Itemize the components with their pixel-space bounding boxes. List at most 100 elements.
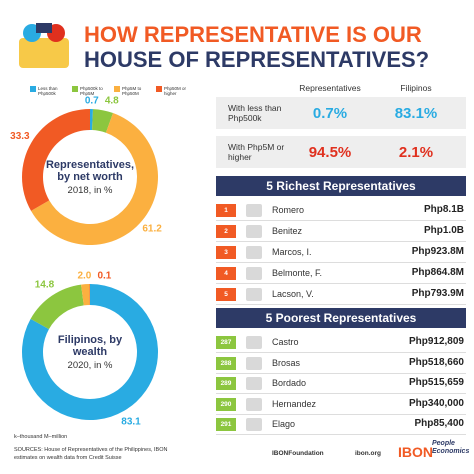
rank-badge: 288 bbox=[216, 356, 236, 370]
net-worth: Php793.9M bbox=[411, 288, 464, 299]
representative-name: Benitez bbox=[272, 226, 303, 236]
rank-badge: 2 bbox=[216, 225, 236, 238]
net-worth: Php8.1B bbox=[423, 204, 464, 215]
donut-segment bbox=[81, 284, 90, 306]
party-icon bbox=[246, 356, 262, 370]
list-row: 1 Romero Php8.1B bbox=[216, 202, 466, 221]
representative-name: Lacson, V. bbox=[272, 289, 314, 299]
legend-label: Php5M to Php50M bbox=[122, 86, 142, 96]
cell-value: 2.1% bbox=[398, 144, 434, 161]
brand: IBON bbox=[398, 444, 433, 460]
party-icon bbox=[246, 377, 262, 390]
donut-subtitle: 2020, in % bbox=[67, 360, 113, 371]
donut-title: Representatives, by net worth bbox=[45, 159, 135, 183]
list-row: 291 Elago Php85,400 bbox=[216, 416, 466, 435]
cell-value: 83.1% bbox=[394, 105, 438, 122]
section-header: 5 Richest Representatives bbox=[216, 176, 466, 196]
comparison-row: With Php5M or higher 94.5% 2.1% bbox=[216, 136, 466, 168]
net-worth: Php518,660 bbox=[408, 356, 464, 368]
tagline: People Economics bbox=[432, 440, 470, 455]
net-worth: Php515,659 bbox=[408, 377, 464, 388]
party-icon bbox=[246, 397, 262, 411]
data-label: 14.8 bbox=[35, 280, 55, 291]
units-note: k–thousand M–million bbox=[14, 434, 68, 440]
net-worth: Php864.8M bbox=[411, 267, 464, 278]
donut-segment bbox=[31, 113, 159, 246]
representative-name: Brosas bbox=[272, 357, 301, 368]
representative-name: Marcos, I. bbox=[272, 247, 312, 257]
rank-badge: 290 bbox=[216, 397, 236, 411]
donut-segment bbox=[92, 109, 114, 133]
rank-badge: 287 bbox=[216, 336, 236, 349]
legend-label: Less than Php500k bbox=[38, 86, 58, 96]
party-icon bbox=[246, 288, 262, 301]
rank-badge: 1 bbox=[216, 204, 236, 217]
representative-name: Hernandez bbox=[272, 398, 317, 409]
donut-title: Filipinos, by wealth bbox=[57, 334, 123, 358]
donut-subtitle: 2018, in % bbox=[67, 185, 113, 196]
list-row: 2 Benitez Php1.0B bbox=[216, 223, 466, 242]
net-worth: Php1.0B bbox=[423, 225, 464, 236]
donut-segment bbox=[90, 109, 93, 131]
title-line: HOUSE OF REPRESENTATIVES? bbox=[84, 47, 430, 72]
legend-label: Php50M or higher bbox=[164, 86, 187, 96]
section-header: 5 Poorest Representatives bbox=[216, 308, 466, 328]
donut-segment bbox=[21, 109, 90, 211]
donut-segment bbox=[30, 284, 84, 330]
legend-swatch bbox=[30, 86, 36, 92]
legend-swatch bbox=[72, 86, 78, 92]
net-worth: Php85,400 bbox=[414, 418, 464, 429]
party-icon bbox=[246, 204, 262, 217]
rank-badge: 291 bbox=[216, 418, 236, 431]
data-label: 0.1 bbox=[97, 271, 111, 282]
party-icon bbox=[246, 267, 262, 280]
source: SOURCES: House of Representatives of the… bbox=[14, 447, 168, 461]
rank-badge: 3 bbox=[216, 246, 236, 259]
representative-name: Elago bbox=[272, 419, 296, 429]
representative-name: Romero bbox=[272, 205, 305, 215]
cell-value: 0.7% bbox=[312, 105, 348, 122]
list-row: 5 Lacson, V. Php793.9M bbox=[216, 286, 466, 305]
legend-swatch bbox=[114, 86, 120, 92]
logo bbox=[19, 23, 69, 68]
rank-badge: 5 bbox=[216, 288, 236, 301]
data-label: 2.0 bbox=[77, 271, 91, 282]
list-row: 288 Brosas Php518,660 bbox=[216, 355, 466, 374]
list-row: 4 Belmonte, F. Php864.8M bbox=[216, 265, 466, 284]
column-header: Filipinos bbox=[400, 83, 432, 93]
column-header: Representatives bbox=[299, 83, 361, 93]
party-icon bbox=[246, 225, 262, 238]
representative-name: Belmonte, F. bbox=[272, 268, 323, 278]
net-worth: Php340,000 bbox=[408, 397, 464, 409]
rank-badge: 289 bbox=[216, 377, 236, 390]
party-icon bbox=[246, 246, 262, 259]
list-row: 289 Bordado Php515,659 bbox=[216, 375, 466, 394]
row-label: With Php5M or higher bbox=[228, 142, 285, 162]
party-icon bbox=[246, 418, 262, 431]
list-row: 287 Castro Php912,809 bbox=[216, 334, 466, 353]
row-label: With less than Php500k bbox=[228, 103, 282, 123]
cell-value: 94.5% bbox=[308, 144, 352, 161]
website: ibon.org bbox=[355, 450, 381, 457]
comparison-row: With less than Php500k 0.7% 83.1% bbox=[216, 97, 466, 129]
data-label: 4.8 bbox=[105, 96, 119, 107]
party-icon bbox=[246, 336, 262, 349]
rank-badge: 4 bbox=[216, 267, 236, 280]
net-worth: Php912,809 bbox=[408, 336, 464, 347]
representative-name: Castro bbox=[272, 337, 299, 347]
legend-swatch bbox=[156, 86, 162, 92]
social-handle: IBONFoundation bbox=[272, 450, 324, 457]
donut-segment bbox=[22, 284, 158, 420]
data-label: 83.1 bbox=[121, 416, 141, 427]
list-row: 3 Marcos, I. Php923.8M bbox=[216, 244, 466, 263]
net-worth: Php923.8M bbox=[411, 246, 464, 257]
list-row: 290 Hernandez Php340,000 bbox=[216, 396, 466, 415]
data-label: 61.2 bbox=[142, 224, 162, 235]
representative-name: Bordado bbox=[272, 378, 307, 388]
title-line: HOW REPRESENTATIVE IS OUR bbox=[84, 22, 422, 47]
data-label: 0.7 bbox=[85, 96, 99, 107]
data-label: 33.3 bbox=[10, 131, 30, 142]
donut-charts: 0.7 4.8 61.2 33.3 83.1 14.8 2.0 0.1 bbox=[10, 96, 162, 428]
legend-label: Php500k to Php5M bbox=[80, 86, 103, 96]
